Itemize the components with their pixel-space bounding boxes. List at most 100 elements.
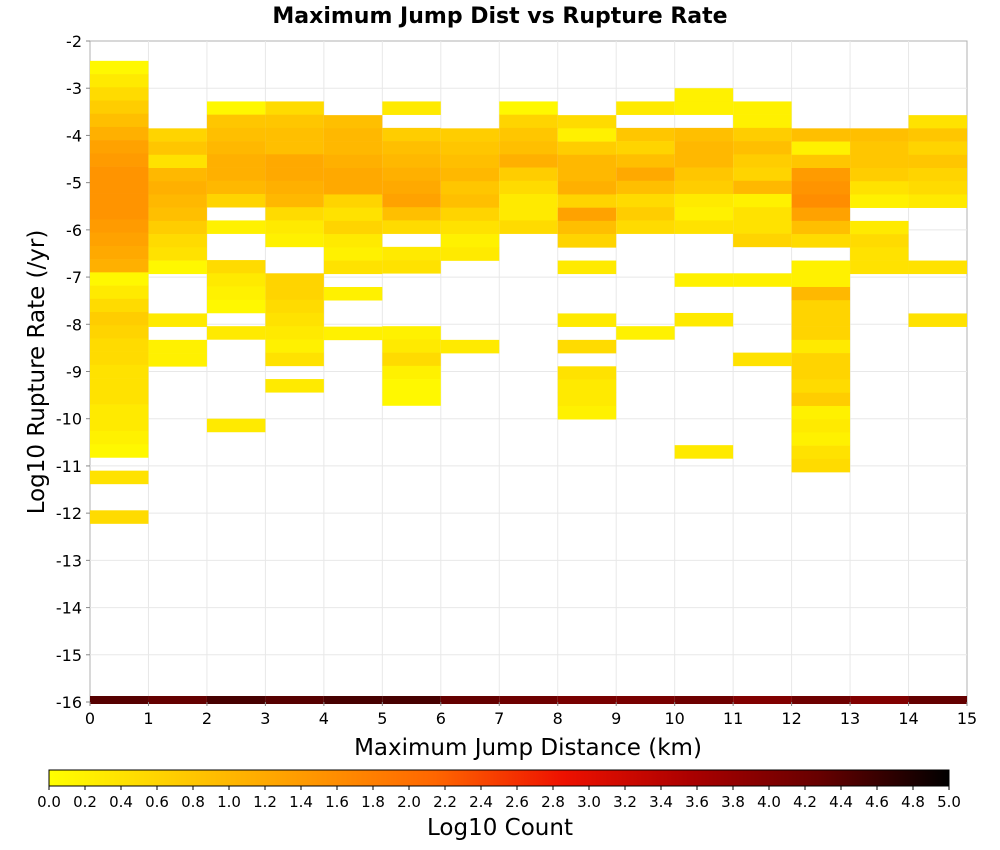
heatmap-cell <box>616 154 675 168</box>
heatmap-cell <box>382 167 441 182</box>
heatmap-cell <box>206 260 266 274</box>
heatmap-cell <box>90 364 149 379</box>
heatmap-cell <box>206 193 266 208</box>
heatmap-cell <box>791 168 851 182</box>
y-tick-label: -11 <box>56 457 82 476</box>
heatmap-cell <box>382 220 441 234</box>
heatmap-cell <box>733 220 792 234</box>
heatmap-cell <box>733 193 792 208</box>
heatmap-cell <box>323 220 383 235</box>
heatmap-cell <box>733 273 792 287</box>
heatmap-cell <box>733 207 792 221</box>
heatmap-cell <box>733 180 792 195</box>
heatmap-cell <box>90 87 149 101</box>
y-tick-label: -16 <box>56 693 82 712</box>
colorbar-tick-label: 0.4 <box>109 793 133 811</box>
heatmap-cell <box>440 141 500 156</box>
heatmap-cell <box>206 273 266 287</box>
heatmap-cell <box>323 181 383 195</box>
heatmap-cell <box>206 167 266 182</box>
heatmap-cell <box>265 286 324 301</box>
heatmap-cell <box>265 141 324 155</box>
heatmap-cell <box>206 299 266 314</box>
heatmap-cell <box>557 379 617 394</box>
y-tick-label: -8 <box>66 315 82 334</box>
heatmap-cell <box>323 207 383 222</box>
y-tick-label: -2 <box>66 32 82 51</box>
heatmap-cell <box>148 168 207 182</box>
heatmap-cell <box>908 115 967 129</box>
y-tick-label: -3 <box>66 79 82 98</box>
heatmap-cell <box>206 180 266 195</box>
heatmap-cell <box>148 154 207 169</box>
x-tick-label: 10 <box>664 709 684 728</box>
colorbar-tick-label: 3.4 <box>649 793 673 811</box>
x-axis-label: Maximum Jump Distance (km) <box>354 735 702 761</box>
x-tick-label: 14 <box>898 709 918 728</box>
heatmap-cell-bottom <box>850 696 909 704</box>
heatmap-cell <box>791 405 851 420</box>
y-axis-ticks: -2 -3 -4 -5 -6 -7 -8 -9 -10 -11 -12 -13 -14 -15 -16 <box>56 32 90 712</box>
heatmap-cell <box>733 154 792 168</box>
colorbar-tick-label: 4.6 <box>865 793 889 811</box>
y-tick-label: -7 <box>66 268 82 287</box>
heatmap-cell <box>908 141 967 156</box>
heatmap-cell <box>265 207 324 221</box>
heatmap-cell <box>850 247 909 261</box>
heatmap-cell <box>674 180 734 195</box>
heatmap-cell <box>616 220 675 234</box>
x-tick-label: 8 <box>553 709 563 728</box>
heatmap-cell <box>557 313 617 327</box>
colorbar <box>48 769 950 787</box>
heatmap-cell <box>791 300 851 314</box>
colorbar-tick-label: 4.2 <box>793 793 817 811</box>
heatmap-cell <box>850 194 909 208</box>
heatmap-cell <box>908 313 967 327</box>
heatmap-cell <box>90 140 149 154</box>
heatmap-cell <box>791 181 851 195</box>
heatmap-cell <box>791 392 851 407</box>
colorbar-tick-label: 1.0 <box>217 793 241 811</box>
heatmap-cell-bottom <box>323 696 383 704</box>
heatmap-cell <box>616 193 675 208</box>
heatmap-cell <box>382 154 441 168</box>
heatmap-cell <box>382 326 441 340</box>
x-tick-label: 9 <box>611 709 621 728</box>
heatmap-cell <box>791 194 851 208</box>
heatmap-cell <box>440 168 500 182</box>
heatmap-cell <box>674 167 734 182</box>
heatmap-cell <box>148 141 207 156</box>
heatmap-cell <box>382 180 441 195</box>
heatmap-cell <box>382 352 441 367</box>
heatmap-cell <box>499 207 558 221</box>
heatmap-cell <box>90 193 149 207</box>
heatmap-cell <box>148 234 207 248</box>
y-tick-label: -10 <box>56 410 82 429</box>
colorbar-tick-label: 5.0 <box>937 793 961 811</box>
heatmap-cell <box>440 181 500 195</box>
heatmap-cell <box>90 245 149 260</box>
heatmap-cell <box>616 167 675 182</box>
heatmap-cell <box>90 312 149 326</box>
heatmap-cell <box>382 193 441 208</box>
heatmap-cell <box>382 339 441 353</box>
heatmap-cell <box>265 167 324 182</box>
heatmap-cell <box>674 127 734 142</box>
heatmap-cell <box>148 313 207 327</box>
heatmap-cell <box>616 101 675 115</box>
heatmap-cell <box>674 312 734 327</box>
heatmap-cell <box>557 392 617 407</box>
heatmap-cell-bottom <box>90 696 149 704</box>
heatmap-cell <box>850 168 909 182</box>
heatmap-cell <box>733 352 792 367</box>
heatmap-cell <box>90 74 149 88</box>
heatmap-cell <box>791 419 851 433</box>
colorbar-tick-label: 2.2 <box>433 793 457 811</box>
x-tick-label: 1 <box>143 709 153 728</box>
heatmap-cell <box>148 194 207 208</box>
y-tick-label: -9 <box>66 363 82 382</box>
heatmap-cell <box>557 194 617 208</box>
heatmap-cell <box>323 286 383 301</box>
heatmap-cell <box>850 128 909 142</box>
heatmap-cell <box>265 154 324 168</box>
